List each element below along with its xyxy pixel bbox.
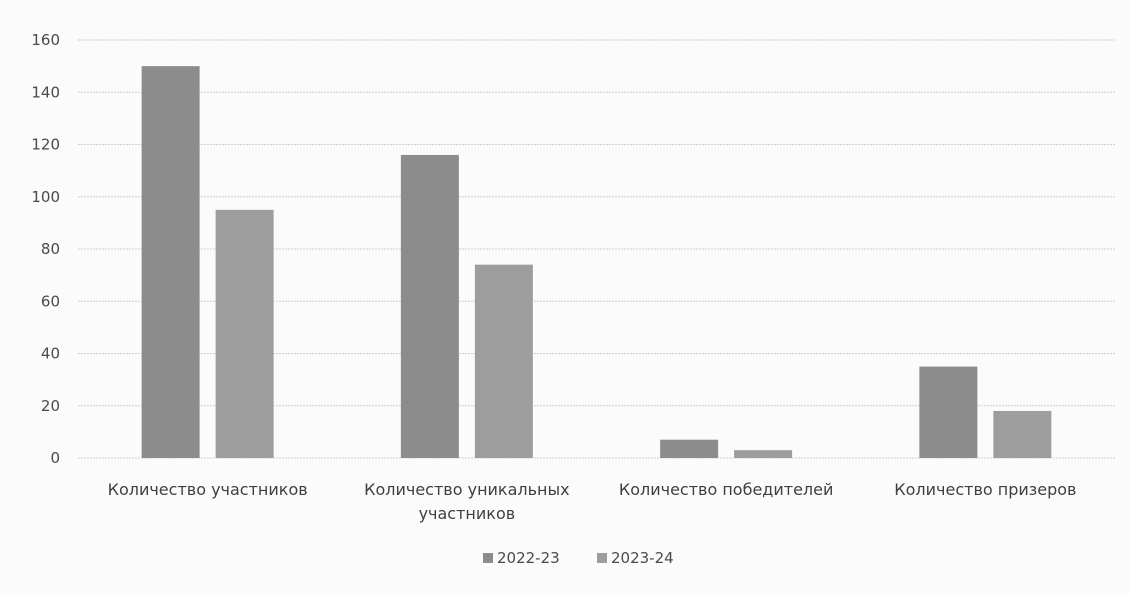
bar-2022-23-2 (660, 439, 719, 458)
y-tick-label: 100 (31, 188, 60, 206)
x-category-label-line: Количество победителей (619, 480, 834, 499)
y-tick-label: 120 (31, 136, 60, 154)
y-tick-label: 40 (41, 345, 60, 363)
x-axis-categories: Количество участников Количество уникальн… (108, 480, 1077, 523)
y-tick-label: 160 (31, 31, 60, 49)
y-axis-ticks: 0 20 40 60 80 100 120 140 160 (31, 31, 60, 467)
x-category-label: Количество уникальных участников (364, 480, 570, 523)
bar-2022-23-0 (141, 66, 200, 458)
legend-label-2023-24: 2023-24 (611, 549, 674, 567)
y-tick-label: 140 (31, 83, 60, 101)
y-tick-label: 60 (41, 292, 60, 310)
x-category-label-line: Количество уникальных (364, 480, 570, 499)
bar-2023-24-2 (734, 450, 793, 458)
legend-swatch-2022-23 (483, 553, 493, 563)
x-category-label-line: Количество призеров (894, 480, 1076, 499)
x-category-label: Количество победителей (619, 480, 834, 499)
y-tick-label: 0 (50, 449, 60, 467)
legend-label-2022-23: 2022-23 (497, 549, 560, 567)
x-category-label-line: участников (419, 504, 516, 523)
y-tick-label: 80 (41, 240, 60, 258)
bar-2023-24-1 (474, 264, 533, 458)
bars (141, 66, 1052, 458)
bar-2023-24-0 (215, 209, 274, 458)
bar-2023-24-3 (993, 410, 1052, 458)
x-category-label: Количество участников (108, 480, 308, 499)
bar-2022-23-1 (400, 154, 459, 458)
y-tick-label: 20 (41, 397, 60, 415)
legend-swatch-2023-24 (597, 553, 607, 563)
x-category-label: Количество призеров (894, 480, 1076, 499)
bar-2022-23-3 (919, 366, 978, 458)
legend: 2022-23 2023-24 (483, 549, 674, 567)
x-category-label-line: Количество участников (108, 480, 308, 499)
